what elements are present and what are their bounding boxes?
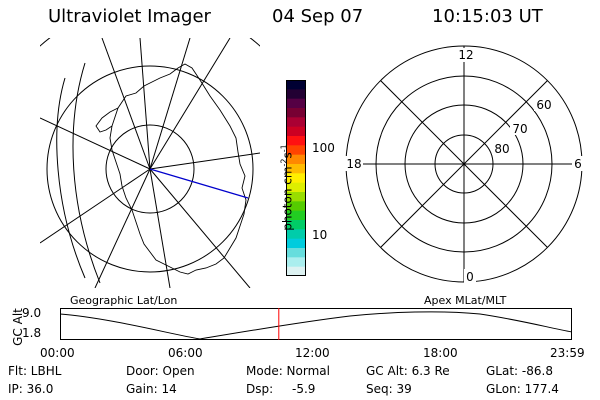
mlat-label-70: 70 <box>512 122 527 136</box>
colorbar-stripe <box>286 229 306 240</box>
colorbar-stripe <box>286 182 306 193</box>
colorbar-label: photon cm-2s-1 <box>279 144 295 231</box>
mlat-label-80: 80 <box>494 142 509 156</box>
altitude-timeline <box>60 308 572 340</box>
timeline-xtick-1200: 12:00 <box>295 346 330 360</box>
colorbar-stripe <box>286 173 306 184</box>
apex-caption: Apex MLat/MLT <box>424 294 507 307</box>
colorbar-stripe <box>286 80 306 90</box>
colorbar-stripe <box>286 248 306 258</box>
observation-date: 04 Sep 07 <box>272 6 364 27</box>
gain-status: Gain: 14 <box>126 382 177 396</box>
latitude-circle <box>105 124 195 214</box>
gc-altitude-status: GC Alt: 6.3 Re <box>366 364 450 378</box>
colorbar-stripe <box>286 126 306 137</box>
colorbar-stripe <box>286 108 306 118</box>
mlt-label-18: 18 <box>346 157 361 171</box>
colorbar-stripe <box>286 201 306 212</box>
instrument-title: Ultraviolet Imager <box>48 6 211 27</box>
observation-time: 10:15:03 UT <box>432 6 543 27</box>
colorbar-stripe <box>286 164 306 174</box>
colorbar-stripe <box>286 145 306 156</box>
colorbar-stripe <box>286 257 306 268</box>
dsp-value: -5.9 <box>292 382 316 396</box>
colorbar-stripe <box>286 238 306 249</box>
dsp-label: Dsp: <box>246 382 274 396</box>
mlt-label-12: 12 <box>458 48 473 62</box>
colorbar-stripe <box>286 98 306 109</box>
sequence-status: Seq: 39 <box>366 382 412 396</box>
timeline-xtick-0000: 00:00 <box>40 346 75 360</box>
colorbar-tick-100: 100 <box>312 141 335 155</box>
latitude-circle <box>46 65 254 273</box>
geo-longitude-status: GLon: 177.4 <box>486 382 559 396</box>
geo-latitude-status: GLat: -86.8 <box>486 364 553 378</box>
colorbar-gradient <box>286 80 306 277</box>
mode-status: Mode: Normal <box>246 364 330 378</box>
colorbar-stripe <box>286 192 306 202</box>
timeline-xtick-0600: 06:00 <box>168 346 203 360</box>
colorbar-stripe <box>286 117 306 128</box>
geographic-caption: Geographic Lat/Lon <box>70 294 178 307</box>
mlt-label-0: 0 <box>466 270 474 284</box>
magnetic-polar-plot: 12 0 18 6 60 70 80 <box>345 45 584 284</box>
ip-status: IP: 36.0 <box>8 382 54 396</box>
colorbar-stripe <box>286 136 306 146</box>
mlt-label-6: 6 <box>574 157 582 171</box>
timeline-ytick-low: 1.8 <box>22 326 42 340</box>
colorbar-stripe <box>286 89 306 100</box>
colorbar-stripe <box>286 266 306 277</box>
timeline-ytick-high: 9.0 <box>22 306 42 320</box>
colorbar-stripe <box>286 154 306 165</box>
colorbar-stripe <box>286 220 306 230</box>
colorbar <box>286 80 306 277</box>
geographic-map <box>40 38 260 288</box>
door-status: Door: Open <box>126 364 195 378</box>
timeline-xtick-1800: 18:00 <box>423 346 458 360</box>
filter-status: Flt: LBHL <box>8 364 62 378</box>
altitude-curve <box>60 311 572 340</box>
timeline-xtick-2359: 23:59 <box>550 346 585 360</box>
mlat-label-60: 60 <box>536 98 551 112</box>
colorbar-tick-10: 10 <box>312 228 328 242</box>
orbit-track <box>149 168 249 199</box>
colorbar-stripe <box>286 210 306 221</box>
